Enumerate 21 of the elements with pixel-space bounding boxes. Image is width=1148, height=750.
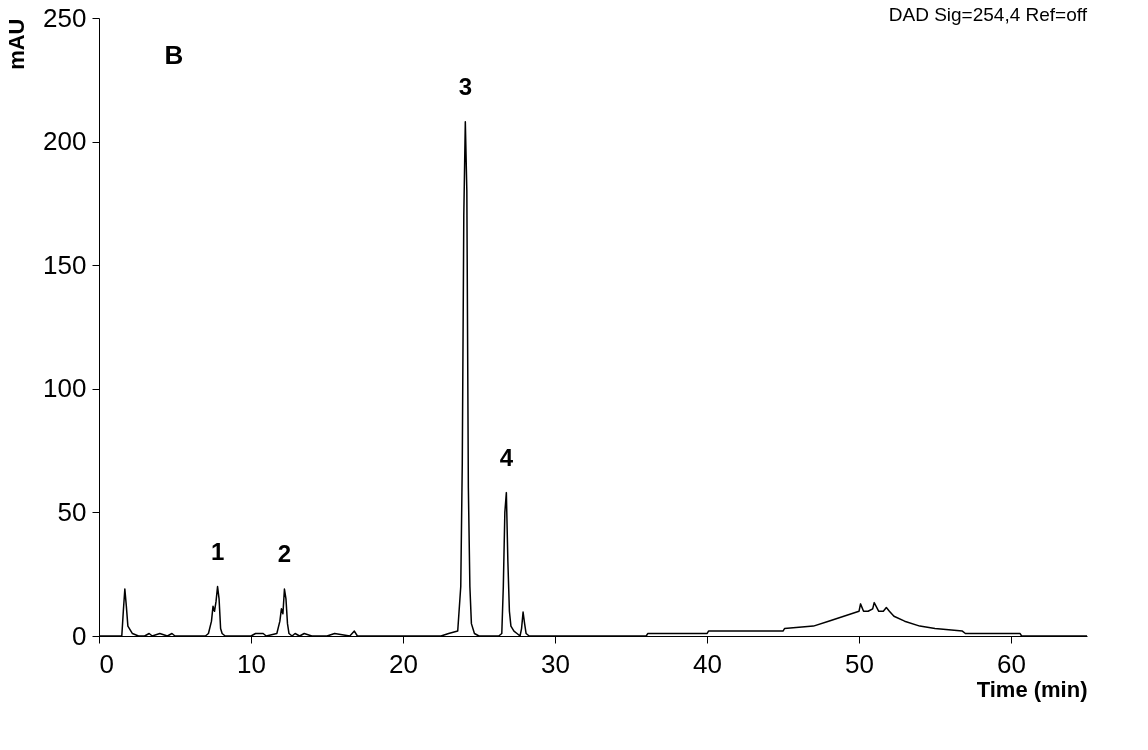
y-tick-label: 250 bbox=[43, 2, 87, 33]
x-tick-label: 40 bbox=[693, 648, 722, 679]
y-tick-label: 0 bbox=[72, 620, 87, 651]
x-tick-label: 50 bbox=[845, 648, 874, 679]
x-tick-label: 60 bbox=[997, 648, 1026, 679]
annotation: 4 bbox=[499, 443, 514, 471]
x-tick-label: 0 bbox=[99, 648, 114, 679]
annotation: DAD Sig=254,4 Ref=off bbox=[888, 4, 1088, 25]
annotation: 2 bbox=[277, 540, 292, 568]
x-axis-title: Time (min) bbox=[976, 676, 1088, 702]
y-axis-title: mAU bbox=[4, 18, 30, 70]
annotation: B bbox=[164, 40, 184, 70]
y-tick-label: 50 bbox=[57, 496, 87, 527]
x-tick-label: 30 bbox=[541, 648, 570, 679]
x-tick-label: 10 bbox=[237, 648, 266, 679]
y-tick-label: 200 bbox=[43, 126, 87, 157]
y-tick-label: 150 bbox=[43, 249, 87, 280]
y-tick-label: 100 bbox=[43, 373, 87, 404]
annotation: 1 bbox=[210, 537, 225, 565]
annotation: 3 bbox=[458, 72, 472, 100]
x-tick-label: 20 bbox=[389, 648, 418, 679]
